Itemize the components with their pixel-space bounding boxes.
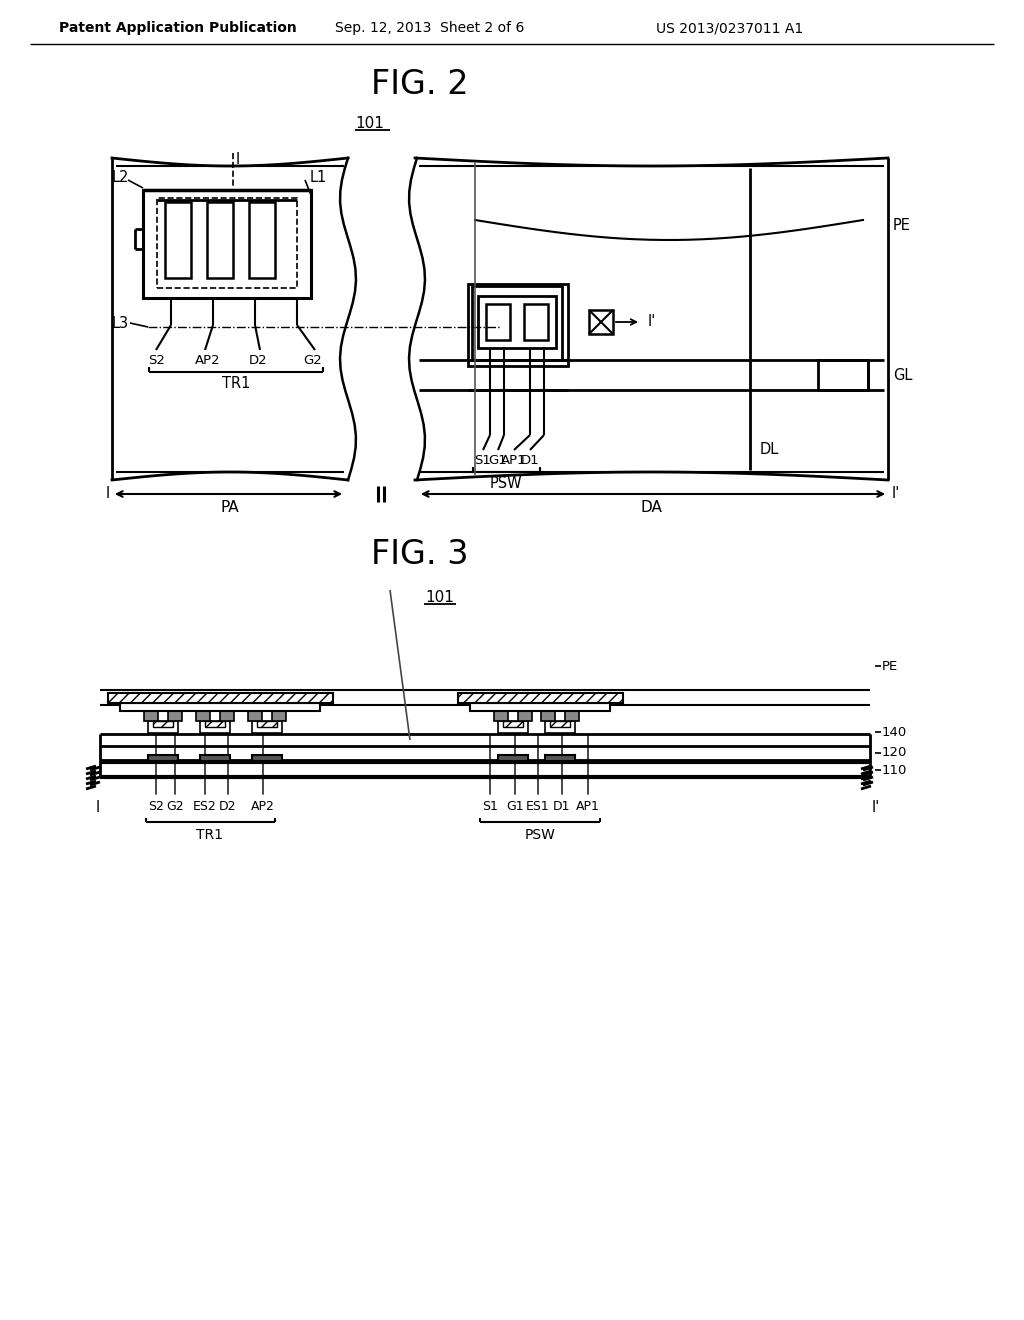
Bar <box>196 711 210 721</box>
Bar <box>207 202 233 279</box>
Bar <box>589 310 613 334</box>
Text: 101: 101 <box>426 590 455 605</box>
Bar <box>503 721 523 727</box>
Text: Sep. 12, 2013  Sheet 2 of 6: Sep. 12, 2013 Sheet 2 of 6 <box>335 21 524 36</box>
Bar <box>249 202 275 279</box>
Text: I: I <box>105 487 110 502</box>
Text: G1: G1 <box>488 454 507 466</box>
Text: L3: L3 <box>112 315 129 330</box>
Text: AP2: AP2 <box>196 354 221 367</box>
Bar <box>541 711 555 721</box>
Text: GL: GL <box>893 367 912 383</box>
Text: 110: 110 <box>882 763 907 776</box>
Bar <box>165 202 191 279</box>
Text: AP1: AP1 <box>577 800 600 813</box>
Text: PSW: PSW <box>524 828 555 842</box>
Text: D2: D2 <box>219 800 237 813</box>
Text: L1: L1 <box>310 170 328 186</box>
Text: PA: PA <box>221 500 240 516</box>
Text: I': I' <box>872 800 881 814</box>
Text: 120: 120 <box>882 747 907 759</box>
Text: PE: PE <box>882 660 898 672</box>
Text: AP2: AP2 <box>251 800 274 813</box>
Text: US 2013/0237011 A1: US 2013/0237011 A1 <box>656 21 804 36</box>
Text: D1: D1 <box>520 454 540 466</box>
Bar <box>472 286 562 360</box>
Text: I: I <box>96 800 100 814</box>
Text: I': I' <box>892 487 900 502</box>
Bar <box>498 755 528 762</box>
Bar <box>248 711 262 721</box>
Text: Patent Application Publication: Patent Application Publication <box>59 21 297 36</box>
Bar <box>545 721 575 733</box>
Text: DA: DA <box>640 500 662 516</box>
Bar <box>470 704 610 711</box>
Text: S1: S1 <box>482 800 498 813</box>
Bar <box>468 284 568 366</box>
Text: L2: L2 <box>112 170 129 186</box>
Text: 140: 140 <box>882 726 907 738</box>
Bar <box>200 755 230 762</box>
Bar <box>458 693 623 704</box>
Bar <box>565 711 579 721</box>
Bar <box>220 711 234 721</box>
Text: ES1: ES1 <box>526 800 550 813</box>
Text: S1: S1 <box>474 454 492 466</box>
Text: DL: DL <box>760 442 779 458</box>
Bar <box>478 296 556 348</box>
Bar <box>252 721 282 733</box>
Bar <box>168 711 182 721</box>
Text: S2: S2 <box>148 354 166 367</box>
Text: 101: 101 <box>355 116 384 131</box>
Bar <box>498 721 528 733</box>
Text: FIG. 2: FIG. 2 <box>371 69 469 102</box>
Bar <box>153 721 173 727</box>
Bar <box>143 190 311 298</box>
Text: D2: D2 <box>249 354 267 367</box>
Text: I: I <box>236 153 241 168</box>
Bar <box>494 711 508 721</box>
Bar <box>818 360 868 389</box>
Bar <box>458 693 623 704</box>
Bar <box>272 711 286 721</box>
Text: G2: G2 <box>166 800 184 813</box>
Bar <box>257 721 278 727</box>
Text: AP1: AP1 <box>501 454 526 466</box>
Bar <box>148 721 178 733</box>
Text: ES2: ES2 <box>194 800 217 813</box>
Bar <box>108 693 333 704</box>
Bar <box>545 755 575 762</box>
Text: TR1: TR1 <box>197 828 223 842</box>
Text: PSW: PSW <box>489 477 522 491</box>
Text: PE: PE <box>893 218 911 232</box>
Text: G2: G2 <box>304 354 323 367</box>
Text: FIG. 3: FIG. 3 <box>372 537 469 570</box>
Bar <box>252 755 282 762</box>
Bar <box>486 304 510 341</box>
Bar <box>157 198 297 288</box>
Bar <box>120 704 319 711</box>
Bar <box>524 304 548 341</box>
Text: G1: G1 <box>506 800 524 813</box>
Bar <box>144 711 158 721</box>
Bar <box>205 721 225 727</box>
Text: I': I' <box>648 314 656 330</box>
Bar <box>550 721 570 727</box>
Bar <box>518 711 532 721</box>
Bar <box>148 755 178 762</box>
Bar <box>108 693 333 704</box>
Text: TR1: TR1 <box>222 376 250 392</box>
Bar <box>200 721 230 733</box>
Text: D1: D1 <box>553 800 570 813</box>
Text: S2: S2 <box>148 800 164 813</box>
